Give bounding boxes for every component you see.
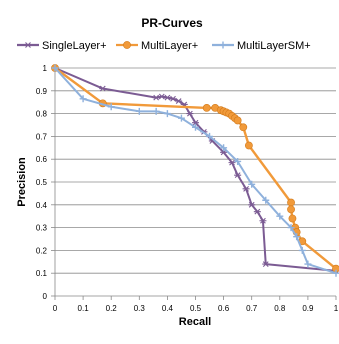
x-tick-label-9: 0.9 bbox=[302, 304, 314, 313]
y-tick-label-9: 0.9 bbox=[36, 87, 48, 96]
x-tick-label-6: 0.6 bbox=[218, 304, 230, 313]
x-tick-label-5: 0.5 bbox=[190, 304, 202, 313]
y-tick-label-4: 0.4 bbox=[36, 201, 48, 210]
legend-label-2: MultiLayerSM+ bbox=[237, 40, 311, 52]
y-tick-label-10: 1 bbox=[43, 64, 48, 73]
series-1-point-12 bbox=[245, 142, 252, 149]
legend-label-0: SingleLayer+ bbox=[42, 40, 107, 52]
y-tick-label-3: 0.3 bbox=[36, 224, 48, 233]
x-tick-label-0: 0 bbox=[53, 304, 58, 313]
series-1-point-14 bbox=[287, 206, 294, 213]
y-axis-label: Precision bbox=[16, 157, 28, 207]
y-tick-label-6: 0.6 bbox=[36, 155, 48, 164]
x-tick-label-4: 0.4 bbox=[162, 304, 174, 313]
x-tick-label-8: 0.8 bbox=[274, 304, 286, 313]
legend-label-1: MultiLayer+ bbox=[141, 40, 198, 52]
legend: SingleLayer+ MultiLayer+ MultiLayerSM+ bbox=[17, 40, 311, 52]
series-1-point-11 bbox=[240, 124, 247, 131]
x-axis-label: Recall bbox=[179, 316, 211, 328]
series-1-point-15 bbox=[289, 215, 296, 222]
x-tick-label-3: 0.3 bbox=[134, 304, 146, 313]
x-tick-label-2: 0.2 bbox=[106, 304, 118, 313]
y-tick-label-7: 0.7 bbox=[36, 132, 48, 141]
y-tick-label-0: 0 bbox=[43, 292, 48, 301]
y-tick-label-5: 0.5 bbox=[36, 178, 48, 187]
series-1-point-2 bbox=[203, 104, 210, 111]
y-tick-label-2: 0.2 bbox=[36, 246, 48, 255]
x-tick-label-10: 1 bbox=[334, 304, 339, 313]
y-tick-label-8: 0.8 bbox=[36, 110, 48, 119]
chart-title: PR-Curves bbox=[141, 16, 203, 30]
y-tick-label-1: 0.1 bbox=[36, 269, 48, 278]
x-tick-label-7: 0.7 bbox=[246, 304, 258, 313]
legend-swatch-marker-1 bbox=[123, 41, 130, 48]
series-1-point-10 bbox=[234, 117, 241, 124]
series-1-point-13 bbox=[287, 199, 294, 206]
x-tick-label-1: 0.1 bbox=[78, 304, 90, 313]
